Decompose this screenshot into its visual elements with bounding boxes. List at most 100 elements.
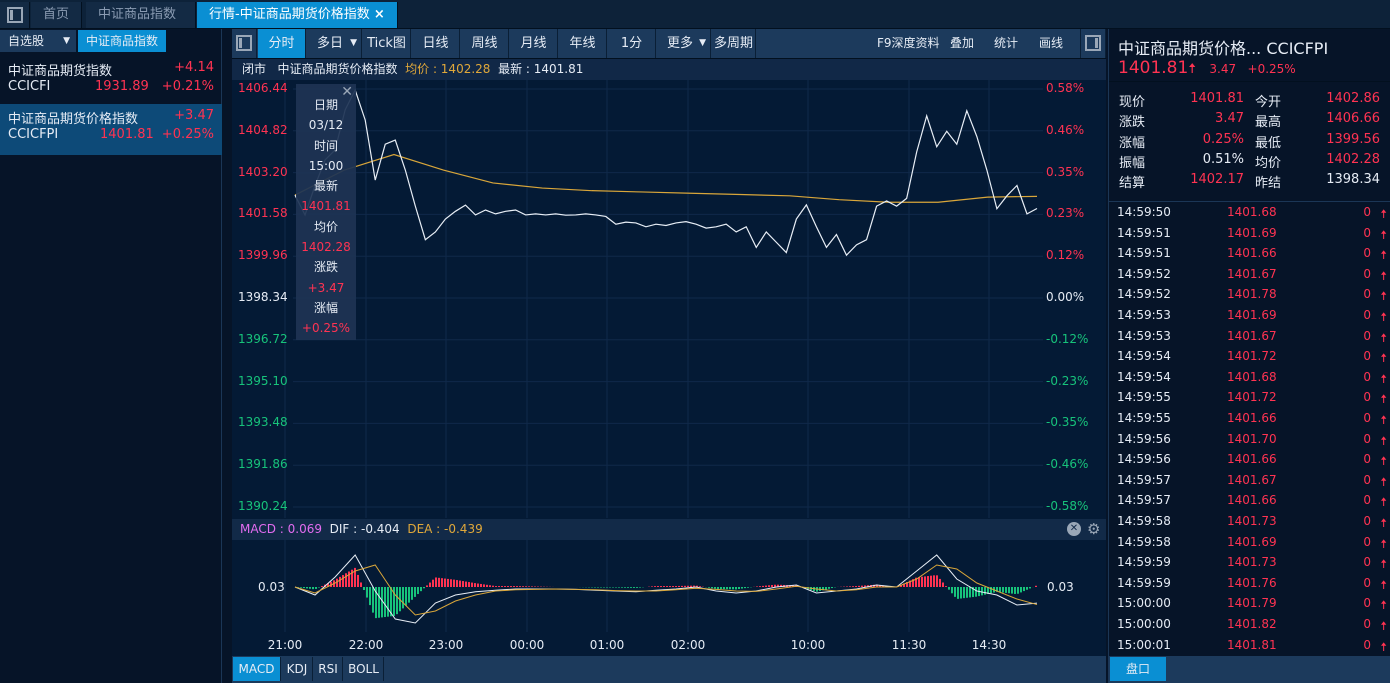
right-panel-toggle[interactable] bbox=[1080, 29, 1106, 58]
time-axis-label: 11:30 bbox=[891, 638, 927, 652]
tick-time: 14:59:54 bbox=[1117, 349, 1171, 364]
tick-price: 1401.66 bbox=[1227, 246, 1277, 261]
tick-volume: 0 bbox=[1363, 493, 1371, 508]
tab-weekly[interactable]: 周线 bbox=[461, 29, 509, 58]
tick-price: 1401.73 bbox=[1227, 555, 1277, 570]
tick-row: 14:59:53 1401.69 0 🠅 bbox=[1117, 308, 1387, 328]
up-arrow-icon: 🠅 bbox=[1380, 577, 1387, 592]
tick-row: 15:00:01 1401.81 0 🠅 bbox=[1117, 638, 1387, 658]
divider bbox=[1109, 81, 1390, 82]
tab-boll[interactable]: BOLL bbox=[344, 657, 384, 681]
pct-axis-label: 0.35% bbox=[1046, 164, 1085, 179]
up-arrow-icon: 🠅 bbox=[1380, 310, 1387, 324]
list-item[interactable]: 中证商品期货指数 +4.14 CCICFI 1931.89 +0.21% bbox=[0, 56, 222, 108]
macd-axis-right-label: 0.03 bbox=[1047, 580, 1074, 594]
close-icon[interactable]: ✕ bbox=[341, 84, 353, 100]
tick-time: 14:59:56 bbox=[1117, 452, 1171, 467]
up-arrow-icon: 🠅 bbox=[1380, 227, 1387, 242]
macd-value: MACD : 0.069 bbox=[240, 522, 322, 536]
item-name: 中证商品期货指数 bbox=[8, 64, 113, 79]
tab-rsi[interactable]: RSI bbox=[314, 657, 343, 681]
tab-tick[interactable]: Tick图 bbox=[363, 29, 411, 58]
statistics-button[interactable]: 统计 bbox=[994, 36, 1019, 50]
tick-price: 1401.72 bbox=[1227, 390, 1277, 405]
commodity-index-button[interactable]: 中证商品指数 bbox=[78, 30, 166, 52]
up-arrow-icon: 🠅 bbox=[1380, 536, 1387, 551]
tick-volume: 0 bbox=[1363, 287, 1371, 302]
price-axis-label: 1398.34 bbox=[238, 290, 288, 304]
last-price-label: 最新 : 1401.81 bbox=[498, 62, 584, 76]
settings-gear-icon[interactable]: ⚙ bbox=[1087, 520, 1101, 538]
close-icon[interactable]: × bbox=[373, 7, 385, 22]
tab-kdj[interactable]: KDJ bbox=[282, 657, 313, 681]
tab-macd[interactable]: MACD bbox=[233, 657, 281, 681]
stat-value: 0.25% bbox=[1202, 131, 1244, 147]
divider bbox=[1109, 201, 1390, 202]
tick-volume: 0 bbox=[1363, 575, 1371, 590]
tab-home[interactable]: 首页 bbox=[31, 2, 83, 28]
pct-axis-label: 0.12% bbox=[1046, 248, 1085, 263]
tick-row: 14:59:56 1401.70 0 🠅 bbox=[1117, 432, 1387, 452]
layout-toggle[interactable] bbox=[232, 29, 257, 58]
time-axis-label: 21:00 bbox=[267, 638, 303, 652]
list-item-selected[interactable]: 中证商品期货价格指数 +3.47 CCICFPI 1401.81 +0.25% bbox=[0, 104, 222, 155]
tooltip-change: +3.47 bbox=[307, 280, 345, 295]
tick-volume: 0 bbox=[1363, 431, 1371, 446]
tick-volume: 0 bbox=[1363, 328, 1371, 343]
close-indicator-icon[interactable]: ✕ bbox=[1067, 522, 1081, 536]
tick-row: 14:59:55 1401.66 0 🠅 bbox=[1117, 411, 1387, 431]
draw-button[interactable]: 画线 bbox=[1039, 36, 1064, 50]
tick-volume: 0 bbox=[1363, 308, 1371, 322]
f9-button[interactable]: F9深度资料 bbox=[877, 36, 940, 50]
tick-volume: 0 bbox=[1363, 637, 1371, 652]
tab-yearly[interactable]: 年线 bbox=[559, 29, 607, 58]
price-line bbox=[294, 88, 1038, 257]
tab-quote[interactable]: 行情-中证商品期货价格指数 × bbox=[197, 2, 398, 28]
overlay-button[interactable]: 叠加 bbox=[950, 36, 975, 50]
tooltip-time-label: 时间 bbox=[313, 138, 338, 153]
more-label: 更多 bbox=[667, 36, 694, 51]
up-arrow-icon: 🠅 bbox=[1380, 557, 1387, 572]
tab-1min[interactable]: 1分 bbox=[608, 29, 656, 58]
tick-price: 1401.66 bbox=[1227, 411, 1277, 425]
tick-price: 1401.68 bbox=[1227, 205, 1277, 219]
dropdown-arrow-icon: ▼ bbox=[350, 38, 357, 48]
tooltip-change-label: 涨跌 bbox=[313, 260, 338, 275]
up-arrow-icon: 🠅 bbox=[1380, 248, 1387, 263]
up-arrow-icon: 🠅 bbox=[1380, 639, 1387, 654]
more-dropdown[interactable]: 更多 ▼ bbox=[657, 29, 711, 58]
tab-daily[interactable]: 日线 bbox=[412, 29, 460, 58]
watchlist-dropdown[interactable]: 自选股 ▼ bbox=[0, 30, 76, 52]
tab-multi-period[interactable]: 多周期 bbox=[712, 29, 756, 58]
stat-label: 均价 bbox=[1255, 155, 1282, 171]
tick-price: 1401.67 bbox=[1227, 328, 1277, 343]
tick-price: 1401.81 bbox=[1227, 637, 1277, 652]
tab-intraday[interactable]: 分时 bbox=[258, 29, 306, 58]
price-axis-label: 1390.24 bbox=[238, 499, 288, 513]
tick-time: 15:00:01 bbox=[1117, 637, 1171, 652]
item-pct: +0.25% bbox=[161, 127, 214, 142]
tick-price: 1401.69 bbox=[1227, 225, 1277, 240]
time-axis-label: 14:30 bbox=[971, 638, 1007, 652]
stat-value: 1401.81 bbox=[1190, 91, 1244, 106]
order-book-button[interactable]: 盘口 bbox=[1110, 657, 1166, 681]
tab-multi-day[interactable]: 多日 ▼ bbox=[307, 29, 362, 58]
tick-row: 14:59:51 1401.69 0 🠅 bbox=[1117, 226, 1387, 246]
quote-panel: 中证商品期货价格... CCICFPI 1401.81🠅 3.47 +0.25%… bbox=[1108, 29, 1390, 683]
tick-price: 1401.66 bbox=[1227, 493, 1277, 508]
item-price: 1931.89 bbox=[95, 79, 149, 94]
avg-price-label: 均价 : 1402.28 bbox=[405, 62, 491, 76]
item-code: CCICFPI bbox=[8, 127, 59, 142]
sidebar-toggle[interactable] bbox=[0, 2, 30, 28]
left-panel: 自选股 ▼ 中证商品指数 中证商品期货指数 +4.14 CCICFI 1931.8… bbox=[0, 29, 222, 683]
quote-code: CCICFPI bbox=[1266, 39, 1329, 58]
tick-row: 14:59:59 1401.73 0 🠅 bbox=[1117, 555, 1387, 575]
up-arrow-icon: 🠅 bbox=[1380, 454, 1387, 469]
tab-monthly[interactable]: 月线 bbox=[510, 29, 558, 58]
dropdown-arrow-icon: ▼ bbox=[63, 36, 70, 46]
time-axis-label: 02:00 bbox=[670, 638, 706, 652]
tab-commodity-index[interactable]: 中证商品指数 bbox=[86, 2, 196, 28]
tick-time: 14:59:59 bbox=[1117, 555, 1171, 570]
tick-time: 14:59:53 bbox=[1117, 308, 1171, 322]
